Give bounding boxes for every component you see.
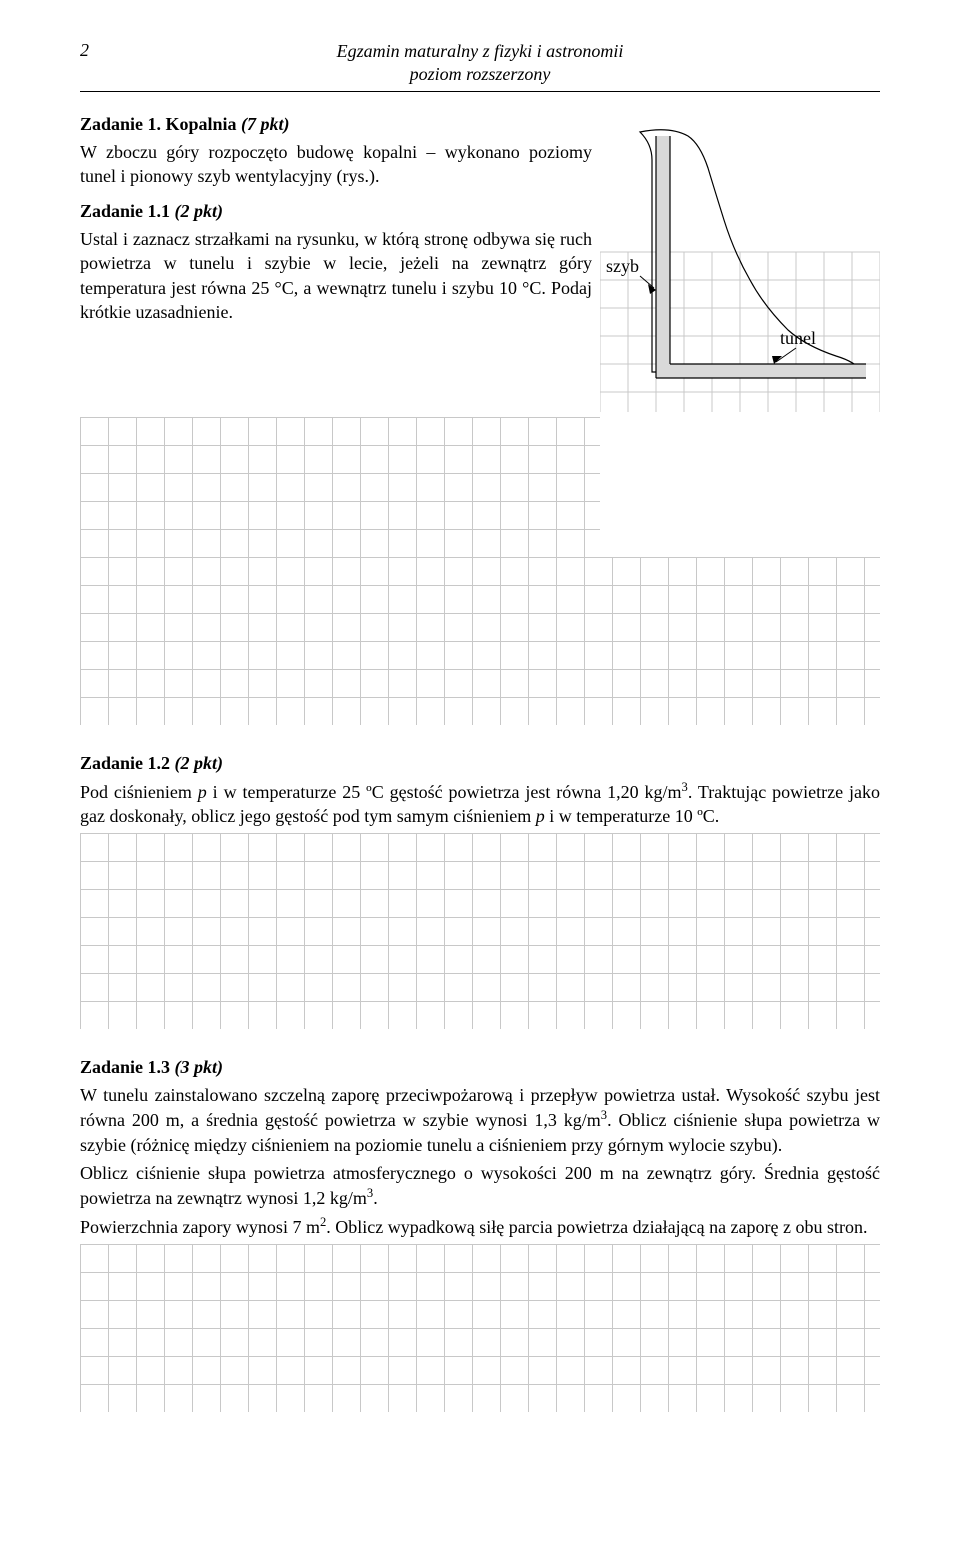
- task-1-3-points: (3 pkt): [175, 1057, 224, 1077]
- task-1-title: Zadanie 1. Kopalnia: [80, 114, 241, 134]
- task-1-points: (7 pkt): [241, 114, 290, 134]
- top-text-column: Zadanie 1. Kopalnia (7 pkt) W zboczu gór…: [80, 112, 592, 417]
- t12-p2: p: [536, 806, 545, 826]
- header-line-1: Egzamin maturalny z fizyki i astronomii: [337, 41, 624, 61]
- header-row: 2 Egzamin maturalny z fizyki i astronomi…: [80, 40, 880, 87]
- answer-grid-1-1: [80, 417, 600, 557]
- header-center: Egzamin maturalny z fizyki i astronomii …: [120, 40, 840, 87]
- header-line-2: poziom rozszerzony: [410, 64, 551, 84]
- t12-b: i w temperaturze 25 ºC gęstość powietrza…: [207, 782, 682, 802]
- task-1-1-text: Ustal i zaznacz strzałkami na rysunku, w…: [80, 227, 592, 324]
- task-1-2-text: Pod ciśnieniem p i w temperaturze 25 ºC …: [80, 779, 880, 829]
- task-1-1-points: (2 pkt): [175, 201, 224, 221]
- task-1-1-title: Zadanie 1.1: [80, 201, 175, 221]
- label-szyb: szyb: [606, 256, 639, 276]
- task-1-3-heading: Zadanie 1.3 (3 pkt): [80, 1055, 880, 1079]
- task-1-3-p2: Oblicz ciśnienie słupa powietrza atmosfe…: [80, 1161, 880, 1211]
- task-1-3-block: Zadanie 1.3 (3 pkt) W tunelu zainstalowa…: [80, 1055, 880, 1412]
- t12-a: Pod ciśnieniem: [80, 782, 198, 802]
- answer-grid-1-3: [80, 1244, 880, 1412]
- page-number: 2: [80, 40, 120, 61]
- t13-p2b: .: [373, 1188, 378, 1208]
- t13-p3a: Powierzchnia zapory wynosi 7 m: [80, 1217, 320, 1237]
- task-1-heading: Zadanie 1. Kopalnia (7 pkt): [80, 112, 592, 136]
- mine-svg: szyb tunel: [600, 112, 880, 412]
- task-1-2-heading: Zadanie 1.2 (2 pkt): [80, 751, 880, 775]
- t12-d: i w temperaturze 10 ºC.: [545, 806, 720, 826]
- task-1-block: Zadanie 1. Kopalnia (7 pkt) W zboczu gór…: [80, 112, 880, 725]
- ventilation-shaft: [656, 136, 670, 364]
- task-1-3-p3: Powierzchnia zapory wynosi 7 m2. Oblicz …: [80, 1214, 880, 1239]
- task-1-3-title: Zadanie 1.3: [80, 1057, 175, 1077]
- task-1-3-p1: W tunelu zainstalowano szczelną zaporę p…: [80, 1083, 880, 1157]
- answer-grid-1-1b: [80, 557, 880, 725]
- arrow-tunel: [776, 348, 796, 362]
- t13-p3b: . Oblicz wypadkową siłę parcia powietrza…: [326, 1217, 867, 1237]
- t13-p2a: Oblicz ciśnienie słupa powietrza atmosfe…: [80, 1163, 880, 1208]
- page: 2 Egzamin maturalny z fizyki i astronomi…: [0, 0, 960, 1478]
- diagram-grid: [600, 252, 880, 412]
- task-1-2-title: Zadanie 1.2: [80, 753, 175, 773]
- task-1-2-block: Zadanie 1.2 (2 pkt) Pod ciśnieniem p i w…: [80, 751, 880, 1029]
- task-1-intro: W zboczu góry rozpoczęto budowę kopalni …: [80, 140, 592, 189]
- horizontal-tunnel: [656, 364, 866, 378]
- top-flex: Zadanie 1. Kopalnia (7 pkt) W zboczu gór…: [80, 112, 880, 417]
- t12-p1: p: [198, 782, 207, 802]
- header-rule: [80, 91, 880, 92]
- answer-grid-1-2: [80, 833, 880, 1029]
- arrowhead-tunel-icon: [772, 356, 782, 364]
- task-1-1-heading: Zadanie 1.1 (2 pkt): [80, 199, 592, 223]
- task-1-2-points: (2 pkt): [175, 753, 224, 773]
- label-tunel: tunel: [780, 328, 816, 348]
- mine-diagram: szyb tunel: [600, 112, 880, 417]
